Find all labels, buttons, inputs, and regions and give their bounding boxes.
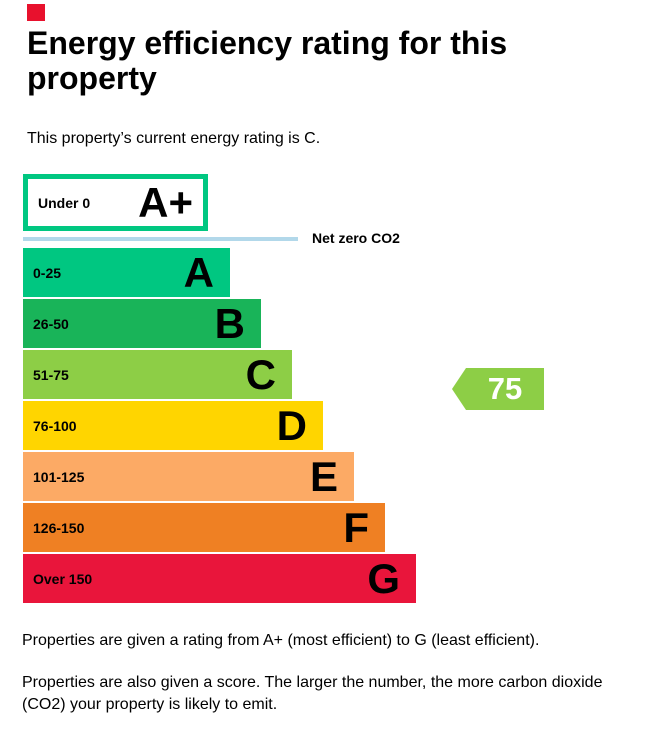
page-title: Energy efficiency rating for this proper…: [27, 25, 508, 96]
net-zero-label: Net zero CO2: [312, 230, 400, 246]
band-letter: G: [367, 554, 400, 602]
band-letter: A: [183, 248, 214, 296]
band-range-label: 51-75: [33, 366, 69, 383]
band-range-label: 26-50: [33, 315, 69, 332]
band-letter: D: [276, 401, 307, 449]
band-a-plus: Under 0 A+: [23, 174, 208, 231]
left-arrow-icon: [452, 368, 544, 410]
net-zero-line: [23, 237, 298, 241]
score-explanation-text: Properties are also given a score. The l…: [22, 674, 603, 713]
band-range-label: Under 0: [38, 194, 91, 211]
band-range-label: 76-100: [33, 417, 77, 434]
band-letter: C: [245, 350, 276, 398]
band-a: 0-25 A: [23, 248, 230, 297]
band-b: 26-50 B: [23, 299, 261, 348]
band-range-label: 101-125: [33, 468, 85, 485]
rating-explanation-text: Properties are given a rating from A+ (m…: [22, 632, 540, 649]
red-placeholder-mark: [27, 4, 45, 21]
current-rating-text: This property’s current energy rating is…: [27, 130, 321, 147]
band-range-label: 0-25: [33, 264, 62, 281]
band-letter: F: [343, 503, 369, 551]
score-pointer: 75: [452, 368, 544, 410]
score-value: 75: [487, 371, 523, 406]
band-letter: A+: [138, 178, 193, 226]
band-f: 126-150 F: [23, 503, 385, 552]
band-g: Over 150 G: [23, 554, 416, 603]
band-range-label: 126-150: [33, 519, 85, 536]
epc-chart: Under 0 A+ Net zero CO2 0-25 A 26-50 B 51-75…: [23, 174, 667, 606]
band-c: 51-75 C: [23, 350, 292, 399]
band-letter: B: [214, 299, 245, 347]
band-d: 76-100 D: [23, 401, 323, 450]
band-e: 101-125 E: [23, 452, 354, 501]
band-letter: E: [309, 452, 338, 500]
band-range-label: Over 150: [33, 570, 93, 587]
